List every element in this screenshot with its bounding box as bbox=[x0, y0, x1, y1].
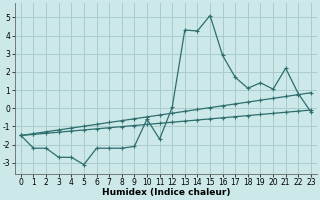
X-axis label: Humidex (Indice chaleur): Humidex (Indice chaleur) bbox=[102, 188, 230, 197]
